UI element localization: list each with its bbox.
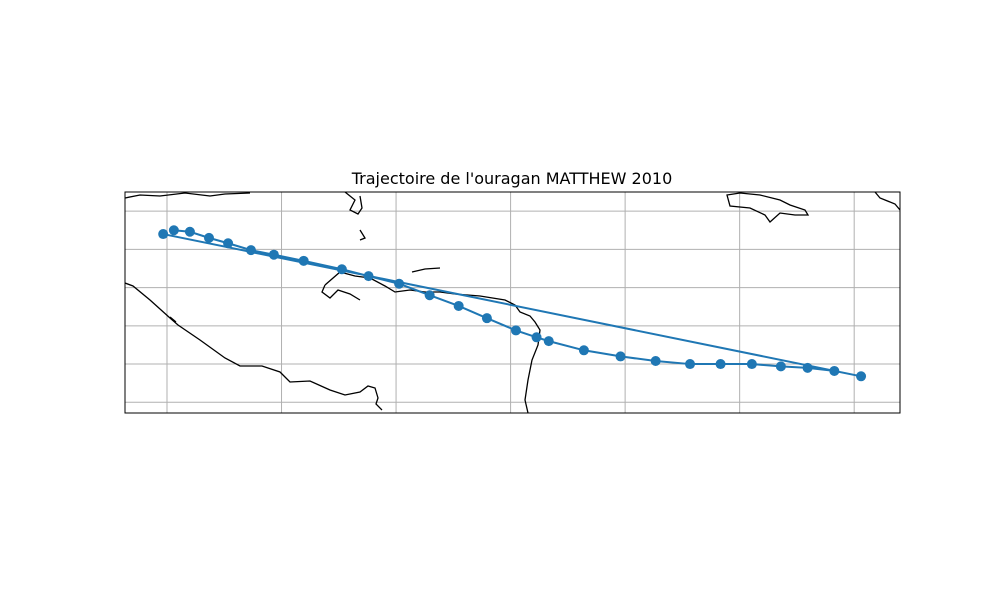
coastline — [125, 192, 251, 199]
coastline — [359, 229, 366, 241]
coastline — [344, 192, 363, 215]
track-point — [578, 345, 589, 356]
coastline — [874, 192, 900, 211]
track-point — [394, 278, 405, 289]
coastline — [169, 316, 177, 323]
track-point — [203, 232, 214, 243]
track-point — [685, 359, 696, 370]
track-point — [829, 365, 840, 376]
track-point — [168, 225, 179, 236]
coastline — [125, 282, 383, 411]
track-point — [453, 300, 464, 311]
track-point — [298, 255, 309, 266]
track-point — [363, 271, 374, 282]
track-point — [184, 226, 195, 237]
track-point — [856, 371, 867, 382]
map-frame — [124, 191, 901, 414]
track-point — [531, 332, 542, 343]
track-point — [245, 245, 256, 256]
track-layer — [158, 225, 867, 382]
coastlines — [125, 192, 900, 413]
track-point — [336, 264, 347, 275]
track-point — [650, 356, 661, 366]
track-point — [802, 362, 813, 373]
coastline — [321, 284, 361, 301]
track-point — [223, 238, 234, 249]
track-point — [424, 290, 435, 301]
track-point — [775, 361, 786, 372]
coastline — [324, 271, 541, 413]
chart-title: Trajectoire de l'ouragan MATTHEW 2010 — [351, 169, 673, 188]
grid — [125, 192, 900, 413]
track-point — [543, 336, 554, 347]
track-point — [615, 351, 626, 362]
track-point — [268, 249, 279, 260]
track-point — [481, 313, 492, 324]
coastline — [411, 267, 441, 273]
track-point — [158, 229, 169, 240]
coastline — [726, 192, 810, 223]
track-point — [746, 359, 757, 370]
track-point — [510, 325, 521, 336]
track-point — [715, 359, 726, 370]
